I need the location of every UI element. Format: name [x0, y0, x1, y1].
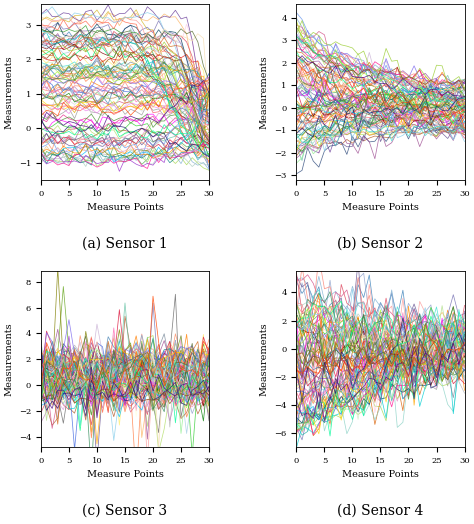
Text: (c) Sensor 3: (c) Sensor 3 [82, 504, 167, 517]
Text: (d) Sensor 4: (d) Sensor 4 [337, 504, 424, 517]
Text: (b) Sensor 2: (b) Sensor 2 [337, 236, 424, 250]
Y-axis label: Measurements: Measurements [4, 322, 13, 396]
Y-axis label: Measurements: Measurements [260, 55, 269, 129]
X-axis label: Measure Points: Measure Points [87, 203, 164, 212]
Text: (a) Sensor 1: (a) Sensor 1 [82, 236, 168, 250]
X-axis label: Measure Points: Measure Points [87, 471, 164, 479]
X-axis label: Measure Points: Measure Points [342, 471, 419, 479]
X-axis label: Measure Points: Measure Points [342, 203, 419, 212]
Y-axis label: Measurements: Measurements [260, 322, 269, 396]
Y-axis label: Measurements: Measurements [4, 55, 13, 129]
